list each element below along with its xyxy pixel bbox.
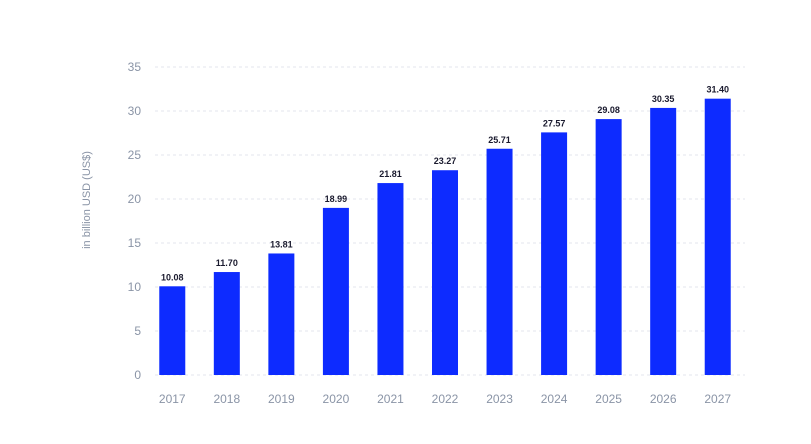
x-tick-label: 2024 xyxy=(541,392,568,406)
bar[interactable] xyxy=(268,253,295,375)
y-tick-label: 15 xyxy=(128,236,142,250)
y-tick-label: 25 xyxy=(128,148,142,162)
y-axis-ticks: 0 5 10 15 20 25 30 35 xyxy=(128,60,142,382)
y-tick-label: 20 xyxy=(128,192,142,206)
x-tick-label: 2025 xyxy=(595,392,622,406)
data-label: 31.40 xyxy=(706,85,729,95)
data-labels: 10.08 11.70 13.81 18.99 21.81 23.27 25.71 27.57… xyxy=(161,85,729,283)
data-label: 18.99 xyxy=(325,194,348,204)
x-tick-label: 2021 xyxy=(377,392,404,406)
x-tick-label: 2026 xyxy=(650,392,677,406)
y-tick-label: 30 xyxy=(128,104,142,118)
bars xyxy=(159,98,731,376)
bar[interactable] xyxy=(213,272,240,375)
y-axis-label: in billion USD (US$) xyxy=(81,151,93,249)
x-tick-label: 2017 xyxy=(159,392,186,406)
data-label: 10.08 xyxy=(161,272,184,282)
y-tick-label: 0 xyxy=(134,368,141,382)
bar[interactable] xyxy=(704,98,731,376)
x-axis-ticks: 2017 2018 2019 2020 2021 2022 2023 2024 2025 2026… xyxy=(159,392,731,406)
data-label: 30.35 xyxy=(652,94,675,104)
data-label: 11.70 xyxy=(216,258,238,268)
x-tick-label: 2023 xyxy=(486,392,513,406)
x-tick-label: 2018 xyxy=(213,392,240,406)
data-label: 13.81 xyxy=(270,239,293,249)
x-tick-label: 2022 xyxy=(432,392,459,406)
data-label: 21.81 xyxy=(379,169,402,179)
data-label: 25.71 xyxy=(488,135,511,145)
bar[interactable] xyxy=(432,170,458,375)
bar[interactable] xyxy=(322,207,349,375)
y-tick-label: 10 xyxy=(128,280,142,294)
data-label: 23.27 xyxy=(434,156,457,166)
bar[interactable] xyxy=(159,286,186,375)
bar[interactable] xyxy=(650,107,677,376)
x-tick-label: 2019 xyxy=(268,392,295,406)
bar[interactable] xyxy=(595,119,622,375)
x-tick-label: 2027 xyxy=(704,392,731,406)
data-label: 29.08 xyxy=(597,105,620,115)
bar[interactable] xyxy=(377,183,404,375)
y-tick-label: 35 xyxy=(128,60,142,74)
x-tick-label: 2020 xyxy=(323,392,350,406)
bar[interactable] xyxy=(486,148,513,375)
bar[interactable] xyxy=(541,132,568,375)
y-tick-label: 5 xyxy=(134,324,141,338)
data-label: 27.57 xyxy=(543,118,566,128)
